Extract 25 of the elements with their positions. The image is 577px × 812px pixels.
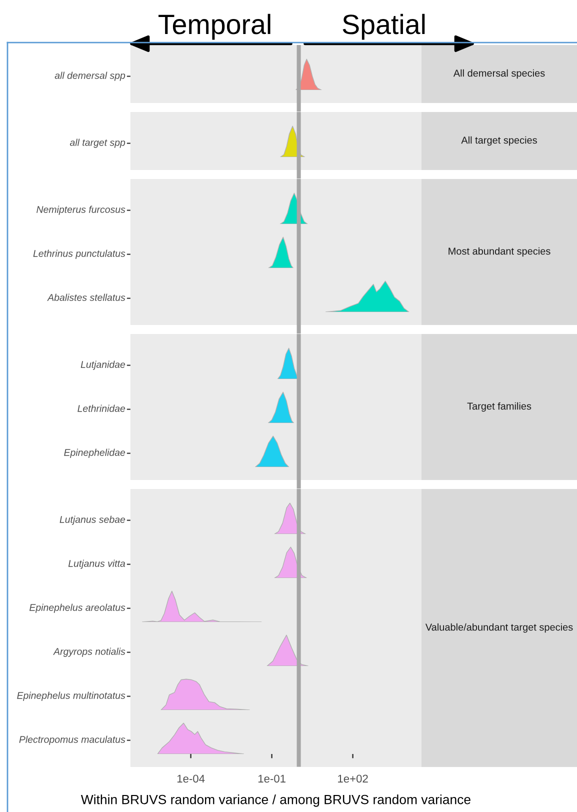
text: Spatial <box>342 14 425 40</box>
text: Valuable/abundant target species <box>425 623 573 633</box>
y-axis-title: all target spp <box>70 138 126 148</box>
y-axis-title: Lutjanus vitta <box>68 560 126 569</box>
y-axis-title: Epinephelidae <box>64 448 126 458</box>
y-axis-title: all demersal spp <box>54 72 126 81</box>
x-tick-label: 1e-01 <box>258 774 286 783</box>
text: Target families <box>467 402 532 412</box>
y-axis-title: Epinephelus multinotatus <box>17 692 126 701</box>
x-tick-label: 1e-04 <box>177 774 205 783</box>
text: Temporal <box>158 14 270 40</box>
y-axis-title: Plectropomus maculatus <box>19 736 126 745</box>
y-axis-title: Lutjanus sebae <box>60 516 126 525</box>
text: All target species <box>461 136 537 146</box>
y-axis-title: Nemipterus furcosus <box>36 206 126 215</box>
x-axis-title: Within BRUVS random variance / among BRUVS random variance <box>80 794 470 807</box>
y-axis-title: Lethrinidae <box>78 404 126 412</box>
y-axis-title: Epinephelus areolatus <box>29 604 126 613</box>
y-axis-title: Lethrinus punctulatus <box>33 250 126 259</box>
y-axis-title: Lutjanidae <box>80 360 126 370</box>
text: Most abundant species <box>448 247 550 257</box>
y-axis-title: Argyrops notialis <box>53 648 126 657</box>
y-axis-title: Abalistes stellatus <box>47 294 126 301</box>
x-tick-label: 1e+02 <box>338 774 368 783</box>
text: All demersal species <box>453 69 545 79</box>
